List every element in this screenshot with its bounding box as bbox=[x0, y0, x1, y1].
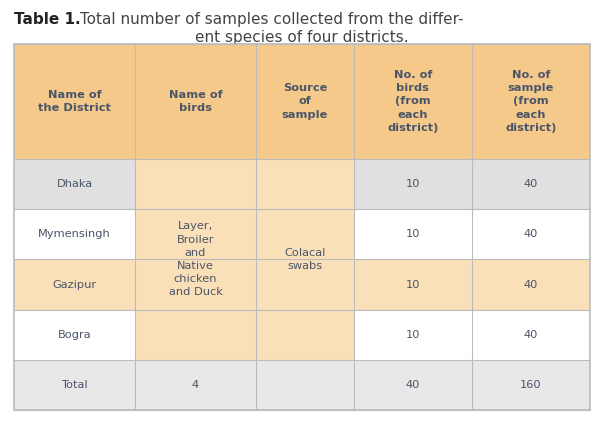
Bar bbox=[472, 44, 590, 159]
Text: Total: Total bbox=[61, 380, 88, 390]
Text: No. of
birds
(from
each
district): No. of birds (from each district) bbox=[387, 70, 439, 133]
Text: Total number of samples collected from the differ-: Total number of samples collected from t… bbox=[75, 12, 463, 27]
Bar bbox=[472, 310, 590, 360]
Bar bbox=[354, 44, 472, 159]
Text: No. of
sample
(from
each
district): No. of sample (from each district) bbox=[506, 70, 557, 133]
Text: Mymensingh: Mymensingh bbox=[38, 229, 111, 239]
Text: Layer,
Broiler
and
Native
chicken
and Duck: Layer, Broiler and Native chicken and Du… bbox=[169, 222, 222, 298]
Bar bbox=[256, 310, 354, 360]
Bar bbox=[14, 44, 135, 159]
Bar bbox=[135, 360, 256, 410]
Bar bbox=[14, 44, 590, 410]
Text: 40: 40 bbox=[524, 279, 538, 289]
Bar bbox=[472, 159, 590, 209]
Text: Dhaka: Dhaka bbox=[56, 179, 92, 189]
Bar bbox=[14, 310, 135, 360]
Bar bbox=[256, 44, 354, 159]
Bar bbox=[354, 260, 472, 310]
Bar bbox=[135, 44, 256, 159]
Bar bbox=[14, 44, 590, 410]
Bar bbox=[14, 360, 135, 410]
Bar bbox=[135, 310, 256, 360]
Text: Name of
birds: Name of birds bbox=[169, 90, 222, 113]
Bar bbox=[256, 360, 354, 410]
Text: Name of
the District: Name of the District bbox=[38, 90, 111, 113]
Bar bbox=[135, 159, 256, 209]
Text: 160: 160 bbox=[520, 380, 542, 390]
Text: 10: 10 bbox=[406, 279, 420, 289]
Bar bbox=[472, 260, 590, 310]
Text: 40: 40 bbox=[406, 380, 420, 390]
Text: Table 1.: Table 1. bbox=[14, 12, 80, 27]
Text: 10: 10 bbox=[406, 179, 420, 189]
Text: 10: 10 bbox=[406, 229, 420, 239]
Bar bbox=[472, 209, 590, 260]
Text: 4: 4 bbox=[192, 380, 199, 390]
Bar bbox=[256, 209, 354, 260]
Text: ent species of four districts.: ent species of four districts. bbox=[195, 30, 409, 45]
Text: 40: 40 bbox=[524, 229, 538, 239]
Text: Gazipur: Gazipur bbox=[53, 279, 97, 289]
Bar bbox=[256, 159, 354, 209]
Text: Colacal
swabs: Colacal swabs bbox=[284, 248, 326, 271]
Bar bbox=[14, 209, 135, 260]
Bar bbox=[354, 159, 472, 209]
Bar bbox=[135, 260, 256, 310]
Bar bbox=[354, 209, 472, 260]
Text: 40: 40 bbox=[524, 179, 538, 189]
Bar bbox=[256, 260, 354, 310]
Text: 40: 40 bbox=[524, 330, 538, 340]
Bar bbox=[14, 260, 135, 310]
Bar bbox=[135, 209, 256, 260]
Bar bbox=[14, 159, 135, 209]
Bar bbox=[354, 310, 472, 360]
Text: Source
of
sample: Source of sample bbox=[281, 83, 328, 120]
Text: Bogra: Bogra bbox=[57, 330, 91, 340]
Text: 10: 10 bbox=[406, 330, 420, 340]
Bar bbox=[472, 360, 590, 410]
Bar bbox=[354, 360, 472, 410]
